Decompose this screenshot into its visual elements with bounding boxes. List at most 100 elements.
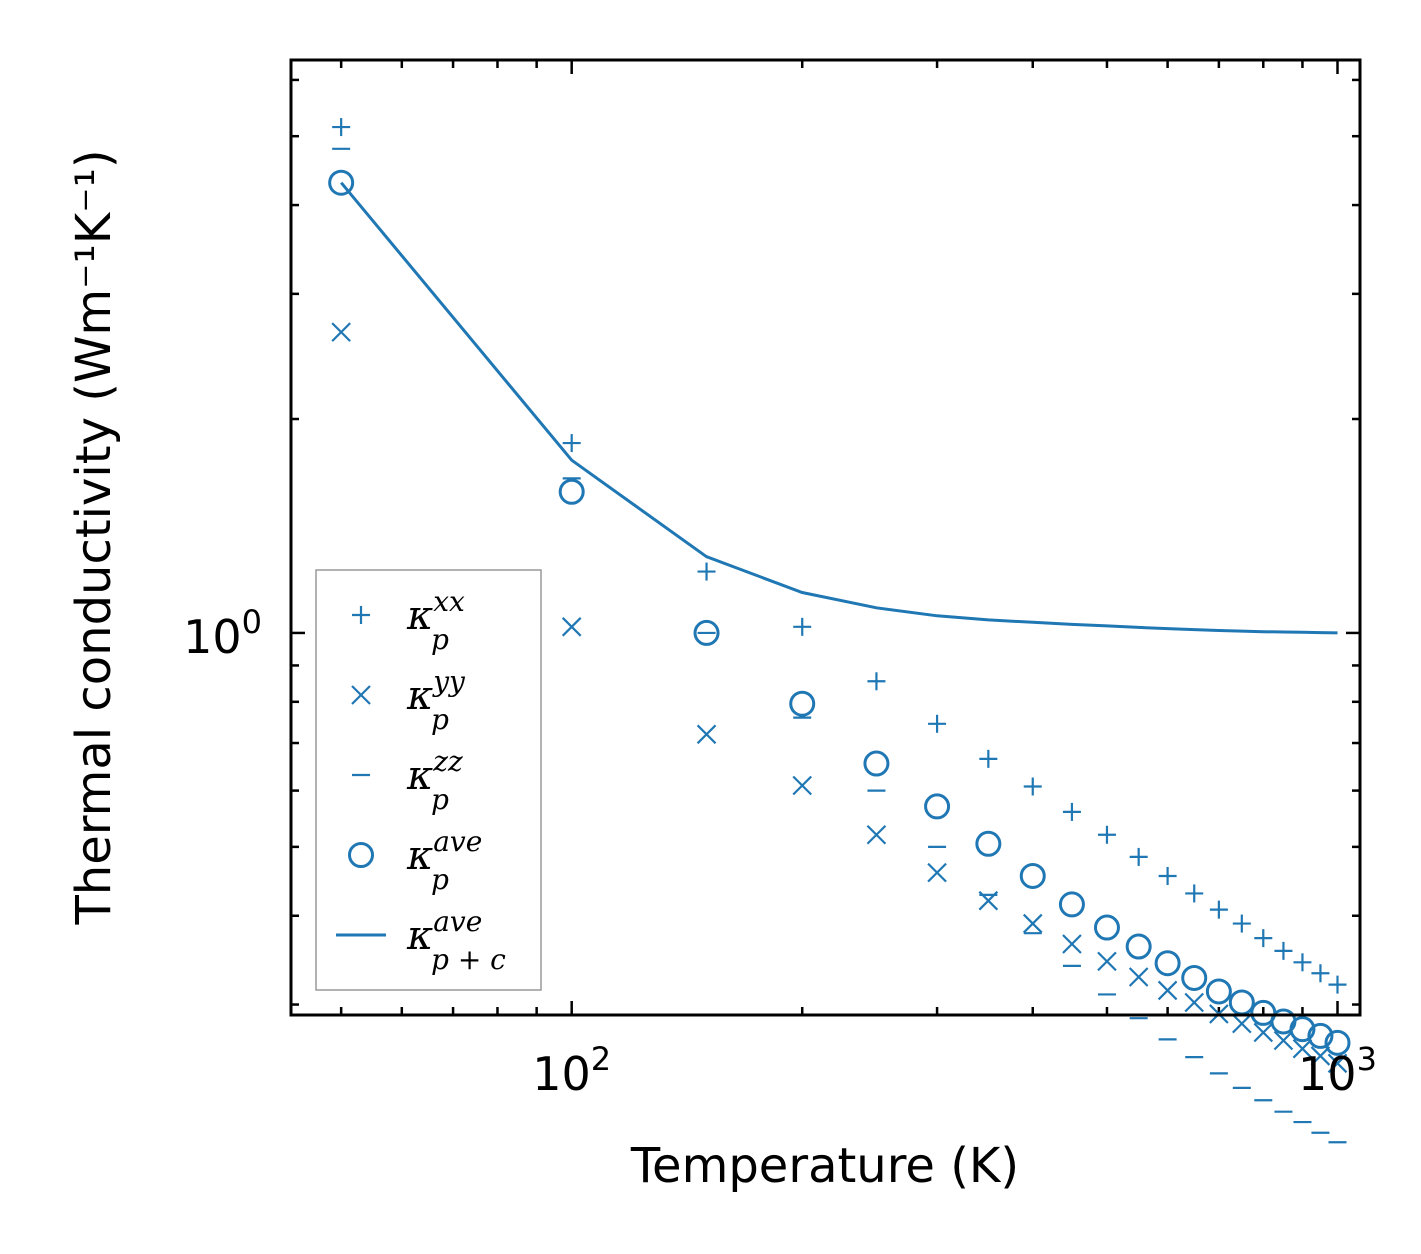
tick-label-base: 10 bbox=[1298, 1047, 1357, 1101]
marker-stroke bbox=[1310, 1046, 1331, 1066]
data-point-kyy bbox=[1232, 1013, 1252, 1034]
marker-stroke bbox=[1157, 980, 1178, 1001]
data-point-kxx bbox=[1023, 777, 1042, 796]
data-point-kxx bbox=[1062, 802, 1081, 821]
y-tick-label-1: 100 bbox=[183, 603, 262, 664]
marker-stroke bbox=[693, 619, 720, 646]
plot-frame bbox=[289, 58, 1362, 1017]
data-point-kyy bbox=[1062, 934, 1082, 954]
legend-symbol: κ bbox=[406, 673, 433, 719]
marker-stroke bbox=[1019, 862, 1046, 889]
series-line-ktot bbox=[340, 181, 1338, 635]
data-point-kave bbox=[328, 169, 355, 196]
marker-stroke bbox=[789, 690, 816, 717]
marker-stroke bbox=[1289, 1016, 1316, 1043]
series-kzz bbox=[332, 147, 1347, 1144]
marker-stroke bbox=[1154, 950, 1181, 977]
data-point-kave bbox=[863, 750, 890, 777]
data-point-kave bbox=[1058, 891, 1085, 918]
data-point-kxx bbox=[1293, 953, 1312, 972]
y-axis-label: Thermal conductivity (Wm⁻¹K⁻¹) bbox=[66, 149, 122, 925]
tick-label-exponent: 2 bbox=[591, 1040, 611, 1078]
legend-marker-swatch bbox=[352, 606, 370, 624]
legend-superscript: ave bbox=[433, 905, 482, 938]
data-point-kxx bbox=[1232, 914, 1251, 933]
marker-stroke bbox=[863, 750, 890, 777]
marker-stroke bbox=[331, 322, 351, 342]
marker-stroke bbox=[1292, 1038, 1313, 1059]
marker-stroke bbox=[1181, 964, 1208, 991]
data-point-kxx bbox=[867, 672, 886, 691]
plot-series bbox=[328, 118, 1351, 1144]
legend-superscript: zz bbox=[432, 745, 463, 778]
legend-item-kzz: κzz p bbox=[352, 745, 463, 816]
data-point-kave bbox=[693, 619, 720, 646]
data-point-kxx bbox=[1328, 975, 1347, 994]
series-ktot bbox=[340, 181, 1338, 635]
data-point-kave bbox=[1125, 933, 1152, 960]
legend-marker-swatch bbox=[351, 685, 371, 705]
marker-stroke bbox=[1128, 967, 1149, 987]
legend-subscript: p bbox=[431, 623, 449, 656]
data-point-kxx bbox=[1185, 884, 1204, 903]
data-point-kave bbox=[1324, 1029, 1351, 1056]
legend-label-kyy: κyy p bbox=[406, 665, 466, 736]
data-point-kyy bbox=[1097, 951, 1117, 972]
marker-stroke bbox=[1327, 1053, 1348, 1074]
data-point-kave bbox=[789, 690, 816, 717]
legend-symbol: κ bbox=[406, 593, 433, 639]
data-point-kave bbox=[1093, 914, 1120, 941]
legend-symbol: κ bbox=[406, 833, 433, 879]
data-point-kxx bbox=[979, 749, 998, 768]
series-kave bbox=[328, 169, 1351, 1056]
data-point-kxx bbox=[697, 562, 716, 581]
data-point-kyy bbox=[927, 862, 947, 883]
legend-superscript: ave bbox=[433, 825, 482, 858]
marker-stroke bbox=[1232, 1013, 1252, 1034]
marker-stroke bbox=[696, 724, 717, 745]
marker-stroke bbox=[1093, 914, 1120, 941]
marker-stroke bbox=[866, 824, 887, 845]
marker-stroke bbox=[1125, 933, 1152, 960]
legend-label-kxx: κxx p bbox=[406, 585, 465, 656]
legend-subscript: p bbox=[431, 703, 449, 736]
tick-label-exponent: 0 bbox=[242, 603, 262, 641]
data-point-kyy bbox=[1292, 1038, 1313, 1059]
data-point-kave bbox=[1019, 862, 1046, 889]
legend-item-kave: κave p bbox=[348, 825, 482, 896]
series-kyy bbox=[331, 322, 1348, 1074]
marker-stroke bbox=[1022, 913, 1043, 934]
data-point-kyy bbox=[1184, 992, 1205, 1013]
legend-subscript: p bbox=[431, 863, 449, 896]
data-point-kave bbox=[975, 830, 1002, 857]
marker-stroke bbox=[561, 617, 582, 637]
marker-stroke bbox=[1205, 978, 1232, 1005]
marker-stroke bbox=[975, 830, 1002, 857]
data-point-kyy bbox=[1128, 967, 1149, 987]
data-point-kxx bbox=[1254, 929, 1273, 948]
x-axis-label: Temperature (K) bbox=[630, 1138, 1019, 1194]
data-point-kxx bbox=[928, 714, 947, 733]
legend-symbol: κ bbox=[406, 753, 433, 799]
x-tick-label-100: 102 bbox=[532, 1040, 611, 1101]
data-point-kave bbox=[558, 478, 585, 505]
legend-superscript: yy bbox=[431, 665, 466, 698]
data-point-kxx bbox=[1158, 866, 1177, 885]
data-point-kyy bbox=[1327, 1053, 1348, 1074]
marker-stroke bbox=[1184, 992, 1205, 1013]
data-point-kyy bbox=[561, 617, 582, 637]
data-point-kxx bbox=[1129, 847, 1148, 866]
data-point-kyy bbox=[1253, 1022, 1274, 1043]
data-point-kave bbox=[924, 793, 951, 820]
data-point-kxx bbox=[1097, 825, 1116, 844]
tick-label-base: 10 bbox=[532, 1047, 591, 1101]
legend-marker-swatch bbox=[348, 842, 374, 868]
data-point-kave bbox=[1181, 964, 1208, 991]
data-point-kxx bbox=[1274, 941, 1293, 960]
data-point-kyy bbox=[1022, 913, 1043, 934]
data-point-kyy bbox=[331, 322, 351, 342]
